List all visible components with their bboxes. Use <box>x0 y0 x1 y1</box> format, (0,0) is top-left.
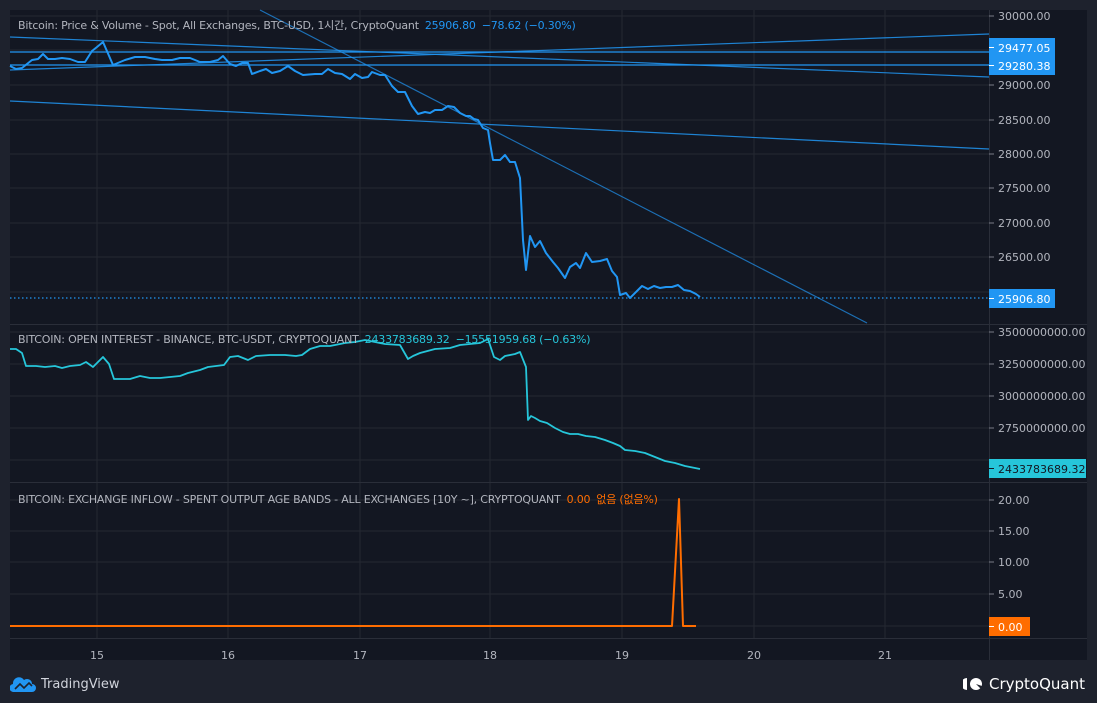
pane-separators[interactable] <box>10 10 1087 660</box>
grid-horizontal <box>10 15 989 627</box>
inflow-label-last: 0.00 <box>989 617 1030 636</box>
legend-change: −78.62 (−0.30%) <box>481 19 576 32</box>
legend-value: 25906.80 <box>424 19 476 32</box>
x-tick-label: 17 <box>353 649 367 662</box>
svg-text:29280.38: 29280.38 <box>998 60 1051 73</box>
exchange-inflow-pane-legend[interactable]: BITCOIN: EXCHANGE INFLOW - SPENT OUTPUT … <box>18 491 664 507</box>
tradingview-cloud-icon <box>10 677 36 692</box>
y-tick-label: 27500.00 <box>998 182 1051 195</box>
y-tick-label: 30000.00 <box>998 10 1051 23</box>
y-tick-label: 20.00 <box>998 494 1030 507</box>
y-tick-label: 3250000000.00 <box>998 358 1085 371</box>
price-label-last: 25906.80 <box>989 289 1055 308</box>
legend-title: BITCOIN: EXCHANGE INFLOW - SPENT OUTPUT … <box>18 493 561 506</box>
y-tick-label: 10.00 <box>998 556 1030 569</box>
legend-value: 0.00 <box>566 493 591 506</box>
legend-title: BITCOIN: OPEN INTEREST - BINANCE, BTC-US… <box>18 333 359 346</box>
oi-label-last: 2433783689.32 <box>989 459 1086 478</box>
open-interest-series-line[interactable] <box>10 338 701 470</box>
tradingview-logo-link[interactable]: TradingView <box>10 676 120 692</box>
open-interest-pane-legend[interactable]: BITCOIN: OPEN INTEREST - BINANCE, BTC-US… <box>18 333 596 346</box>
svg-text:29477.05: 29477.05 <box>998 42 1051 55</box>
y-tick-label: 3000000000.00 <box>998 390 1085 403</box>
x-tick-label: 18 <box>483 649 497 662</box>
y-tick-label: 28500.00 <box>998 114 1051 127</box>
x-tick-label: 20 <box>747 649 761 662</box>
x-tick-label: 15 <box>90 649 104 662</box>
legend-change: −15551959.68 (−0.63%) <box>455 333 591 346</box>
svg-text:0.00: 0.00 <box>998 621 1023 634</box>
svg-text:25906.80: 25906.80 <box>998 293 1051 306</box>
cryptoquant-mark-icon <box>963 678 982 690</box>
y-tick-label: 2750000000.00 <box>998 422 1085 435</box>
cryptoquant-logo[interactable]: CryptoQuant <box>963 675 1085 693</box>
legend-value: 2433783689.32 <box>364 333 450 346</box>
x-tick-label: 19 <box>615 649 629 662</box>
x-tick-label: 21 <box>878 649 892 662</box>
y-axis-labels: 30000.00 29000.00 28500.00 28000.00 2750… <box>998 10 1085 601</box>
x-tick-label: 16 <box>221 649 235 662</box>
y-tick-label: 29000.00 <box>998 79 1051 92</box>
y-axis-tick-marks <box>989 15 994 595</box>
exchange-inflow-series-line[interactable] <box>10 498 696 627</box>
svg-text:2433783689.32: 2433783689.32 <box>998 463 1085 476</box>
y-tick-label: 27000.00 <box>998 217 1051 230</box>
cryptoquant-brand-text: CryptoQuant <box>989 675 1085 693</box>
legend-change: 없음 (없음%) <box>596 493 658 506</box>
chart-frame <box>10 10 1087 660</box>
price-label-29280: 29280.38 <box>989 56 1055 75</box>
y-tick-label: 5.00 <box>998 588 1023 601</box>
price-pane-legend[interactable]: Bitcoin: Price & Volume - Spot, All Exch… <box>18 17 582 33</box>
y-tick-label: 28000.00 <box>998 148 1051 161</box>
price-label-29477: 29477.05 <box>989 38 1055 57</box>
price-series-line[interactable] <box>9 41 701 299</box>
trendlines[interactable] <box>9 9 990 324</box>
tradingview-brand-text: TradingView <box>41 676 120 692</box>
x-axis-labels: 15 16 17 18 19 20 21 <box>90 649 892 662</box>
y-tick-label: 15.00 <box>998 525 1030 538</box>
y-tick-label: 3500000000.00 <box>998 326 1085 339</box>
y-tick-label: 26500.00 <box>998 251 1051 264</box>
legend-title: Bitcoin: Price & Volume - Spot, All Exch… <box>18 19 419 32</box>
